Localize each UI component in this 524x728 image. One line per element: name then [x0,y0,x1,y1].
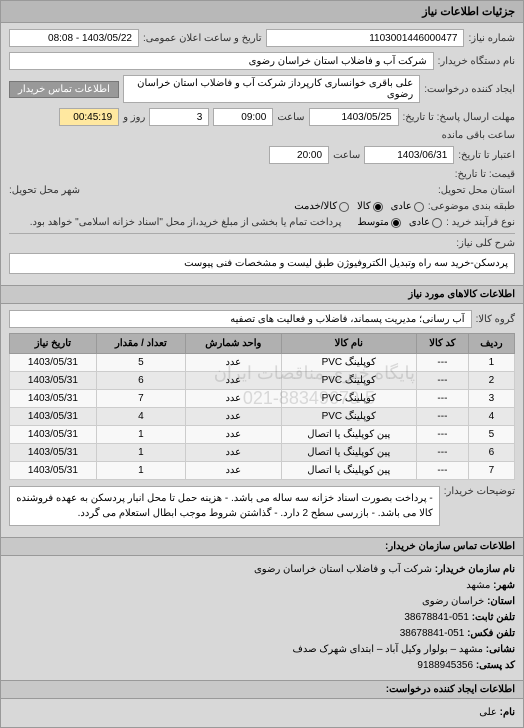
time-left-label: ساعت باقی مانده [442,130,515,141]
table-row: 4---کوپلینگ PVCعدد41403/05/31 [10,408,515,426]
group-label: گروه کالا: [476,314,515,325]
pkg-radio-b[interactable]: کالا [357,201,383,212]
pkg-radio-group: عادی کالا کالا/خدمت [294,201,424,212]
number-value: 1103001446000477 [266,29,465,47]
delivery-city-label: شهر محل تحویل: [9,185,80,196]
type-radio-group: عادی متوسط [357,217,442,228]
pkg-label: طبقه بندی موضوعی: [428,201,515,212]
table-row: 7---پین کوپلینگ یا اتصالعدد11403/05/31 [10,462,515,480]
time-label-2: ساعت [333,150,360,161]
table-row: 5---پین کوپلینگ یا اتصالعدد11403/05/31 [10,426,515,444]
table-header: تعداد / مقدار [96,334,185,354]
time-left: 00:45:19 [59,108,119,126]
deadline-send-date: 1403/05/25 [309,108,399,126]
contact-city: شهر: مشهد [9,578,515,594]
table-row: 1---کوپلینگ PVCعدد51403/05/31 [10,354,515,372]
time-label-1: ساعت [277,112,304,123]
creator-name: نام: علی [9,705,515,721]
number-label: شماره نیاز: [468,33,515,44]
table-header: کد کالا [416,334,468,354]
validity-time: 20:00 [269,146,329,164]
requester-value: علی باقری خوانساری کارپرداز شرکت آب و فا… [123,75,420,103]
contact-province: استان: خراسان رضوی [9,594,515,610]
table-header: نام کالا [281,334,416,354]
days-left: 3 [149,108,209,126]
contact-address: نشانی: مشهد – بولوار وکیل آباد – ابتدای … [9,642,515,658]
deadline-send-label: مهلت ارسال پاسخ: تا تاریخ: [403,112,515,123]
desc-value: پردسکن-خرید سه راه وتبدیل الکتروفیوژن طب… [9,253,515,274]
announce-value: 1403/05/22 - 08:08 [9,29,139,47]
table-header: تاریخ نیاز [10,334,97,354]
goods-table: ردیفکد کالانام کالاواحد شمارشتعداد / مقد… [9,333,515,480]
deadline-send-time: 09:00 [213,108,273,126]
notes-text: - پرداخت بصورت اسناد خزانه سه ساله می با… [9,486,440,526]
panel-title: جزئیات اطلاعات نیاز [1,1,523,23]
requester-label: ایجاد کننده درخواست: [424,84,515,95]
org-value: شرکت آب و فاضلاب استان خراسان رضوی [9,52,434,70]
announce-label: تاریخ و ساعت اعلان عمومی: [143,33,262,44]
goods-header: اطلاعات کالاهای مورد نیاز [1,285,523,304]
contact-fax: تلفن فکس: 051-38678841 [9,626,515,642]
validity-label: اعتبار تا تاریخ: [458,150,515,161]
table-row: 3---کوپلینگ PVCعدد71403/05/31 [10,390,515,408]
type-radio-a[interactable]: عادی [409,217,442,228]
days-label: روز و [123,112,145,123]
pkg-radio-c[interactable]: کالا/خدمت [294,201,349,212]
delivery-province-label: استان محل تحویل: [438,185,515,196]
table-row: 2---کوپلینگ PVCعدد61403/05/31 [10,372,515,390]
contact-phone: تلفن ثابت: 051-38678841 [9,610,515,626]
contact-buyer-button[interactable]: اطلاعات تماس خریدار [9,81,119,98]
contact-postal: کد پستی: 9188945356 [9,658,515,674]
table-row: 6---پین کوپلینگ یا اتصالعدد11403/05/31 [10,444,515,462]
desc-label: شرح کلی نیاز: [456,238,515,249]
type-label: نوع فرآیند خرید : [446,217,515,228]
group-value: آب رسانی؛ مدیریت پسماند، فاضلاب و فعالیت… [9,310,472,328]
contact-header: اطلاعات تماس سازمان خریدار: [1,537,523,556]
table-header: واحد شمارش [186,334,282,354]
org-label: نام دستگاه خریدار: [438,56,515,67]
separator [9,233,515,234]
type-note: پرداخت تمام یا بخشی از مبلغ خرید،از محل … [30,217,342,228]
type-radio-b[interactable]: متوسط [357,217,400,228]
price-label: قیمت: تا تاریخ: [455,169,515,180]
creator-header: اطلاعات ایجاد کننده درخواست: [1,680,523,699]
pkg-radio-a[interactable]: عادی [391,201,424,212]
table-header: ردیف [468,334,514,354]
validity-date: 1403/06/31 [364,146,454,164]
notes-label: توضیحات خریدار: [444,486,515,497]
